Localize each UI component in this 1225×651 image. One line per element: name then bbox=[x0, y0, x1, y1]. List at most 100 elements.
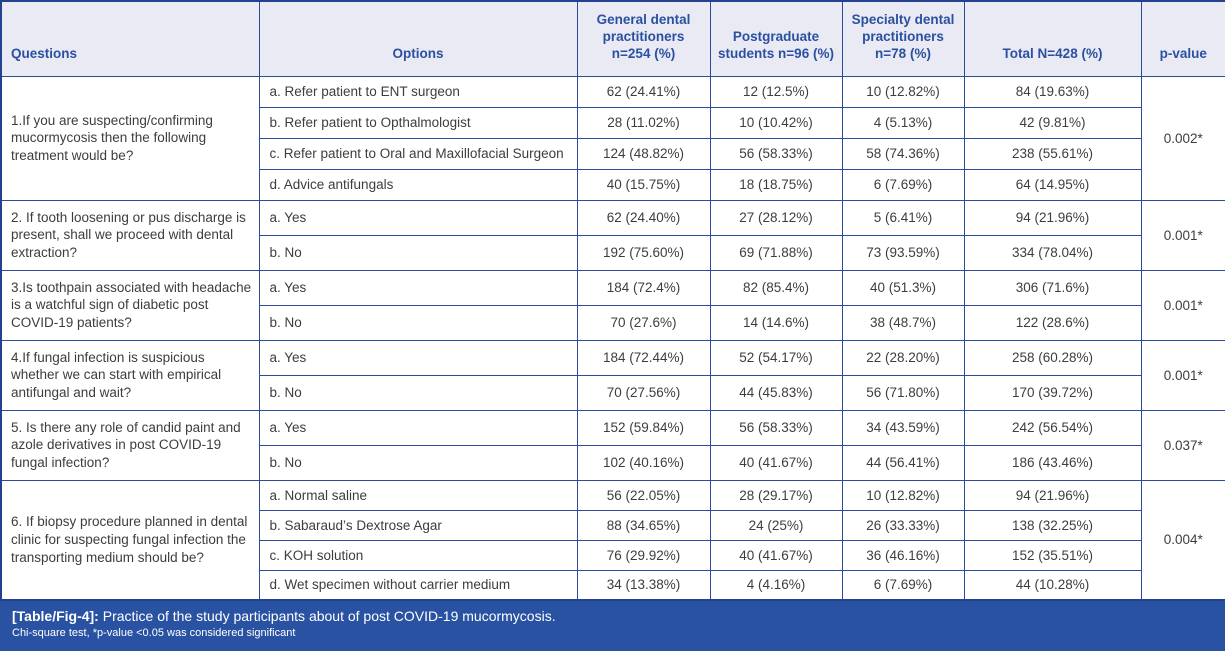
value-cell: 94 (21.96%) bbox=[963, 479, 1142, 511]
value-cell: 73 (93.59%) bbox=[841, 234, 965, 271]
value-cell: 12 (12.5%) bbox=[709, 75, 843, 108]
question-cell: 1.If you are suspecting/confirming mucor… bbox=[0, 75, 260, 201]
option-cell: a. Yes bbox=[258, 269, 578, 306]
p-value-cell: 0.001* bbox=[1140, 339, 1225, 411]
value-cell: 52 (54.17%) bbox=[709, 339, 843, 376]
question-cell: 4.If fungal infection is suspicious whet… bbox=[0, 339, 260, 411]
table-row: d. Wet specimen without carrier medium 34… bbox=[1, 569, 1225, 601]
value-cell: 40 (41.67%) bbox=[709, 539, 843, 571]
value-cell: 27 (28.12%) bbox=[709, 199, 843, 236]
value-cell: 42 (9.81%) bbox=[963, 106, 1142, 139]
option-cell: b. No bbox=[258, 234, 578, 271]
value-cell: 76 (29.92%) bbox=[576, 539, 711, 571]
value-cell: 238 (55.61%) bbox=[963, 137, 1142, 170]
table-row: b. No 102 (40.16%) 40 (41.67%) 44 (56.41%) 1… bbox=[1, 444, 1225, 481]
value-cell: 192 (75.60%) bbox=[576, 234, 711, 271]
option-cell: b. No bbox=[258, 444, 578, 481]
value-cell: 124 (48.82%) bbox=[576, 137, 711, 170]
value-cell: 88 (34.65%) bbox=[576, 509, 711, 541]
option-cell: b. Sabaraud’s Dextrose Agar bbox=[258, 509, 578, 541]
value-cell: 184 (72.44%) bbox=[576, 339, 711, 376]
p-value-cell: 0.004* bbox=[1140, 479, 1225, 601]
value-cell: 10 (10.42%) bbox=[709, 106, 843, 139]
value-cell: 26 (33.33%) bbox=[841, 509, 965, 541]
value-cell: 56 (71.80%) bbox=[841, 374, 965, 411]
value-cell: 40 (15.75%) bbox=[576, 168, 711, 201]
value-cell: 62 (24.40%) bbox=[576, 199, 711, 236]
value-cell: 334 (78.04%) bbox=[963, 234, 1142, 271]
table-row: b. Sabaraud’s Dextrose Agar 88 (34.65%) 24… bbox=[1, 509, 1225, 541]
option-cell: b. Refer patient to Opthalmologist bbox=[258, 106, 578, 139]
value-cell: 36 (46.16%) bbox=[841, 539, 965, 571]
value-cell: 94 (21.96%) bbox=[963, 199, 1142, 236]
value-cell: 6 (7.69%) bbox=[841, 569, 965, 601]
col-header-general-dental: General dental practitioners n=254 (%) bbox=[576, 0, 711, 77]
option-cell: b. No bbox=[258, 374, 578, 411]
table-row: 2. If tooth loosening or pus discharge i… bbox=[0, 199, 1225, 271]
question-cell: 5. Is there any role of candid paint and… bbox=[0, 409, 260, 481]
value-cell: 14 (14.6%) bbox=[709, 304, 843, 341]
col-header-total: Total N=428 (%) bbox=[963, 0, 1142, 77]
value-cell: 28 (11.02%) bbox=[576, 106, 711, 139]
option-cell: a. Yes bbox=[258, 409, 578, 446]
value-cell: 6 (7.69%) bbox=[841, 168, 965, 201]
table-row: 4.If fungal infection is suspicious whet… bbox=[0, 339, 1225, 411]
value-cell: 170 (39.72%) bbox=[963, 374, 1142, 411]
caption-text: Practice of the study participants about… bbox=[98, 608, 556, 624]
value-cell: 10 (12.82%) bbox=[841, 479, 965, 511]
practice-table: Questions Options General dental practit… bbox=[0, 0, 1225, 601]
option-cell: a. Yes bbox=[258, 339, 578, 376]
col-header-options: Options bbox=[258, 0, 578, 77]
value-cell: 4 (4.16%) bbox=[709, 569, 843, 601]
table-row: 6. If biopsy procedure planned in dental… bbox=[0, 479, 1225, 601]
value-cell: 22 (28.20%) bbox=[841, 339, 965, 376]
figure-label: [Table/Fig-4]: bbox=[12, 608, 99, 624]
table-caption-bar: [Table/Fig-4]: Practice of the study par… bbox=[0, 601, 1225, 651]
value-cell: 38 (48.7%) bbox=[841, 304, 965, 341]
value-cell: 62 (24.41%) bbox=[576, 75, 711, 108]
value-cell: 44 (45.83%) bbox=[709, 374, 843, 411]
col-header-postgraduate: Postgraduate students n=96 (%) bbox=[709, 0, 843, 77]
value-cell: 69 (71.88%) bbox=[709, 234, 843, 271]
value-cell: 56 (58.33%) bbox=[709, 409, 843, 446]
p-value-cell: 0.037* bbox=[1140, 409, 1225, 481]
value-cell: 152 (35.51%) bbox=[963, 539, 1142, 571]
question-cell: 6. If biopsy procedure planned in dental… bbox=[0, 479, 260, 601]
value-cell: 186 (43.46%) bbox=[963, 444, 1142, 481]
value-cell: 102 (40.16%) bbox=[576, 444, 711, 481]
p-value-cell: 0.001* bbox=[1140, 269, 1225, 341]
option-cell: a. Normal saline bbox=[258, 479, 578, 511]
col-header-specialty-dental: Specialty dental practitioners n=78 (%) bbox=[841, 0, 965, 77]
value-cell: 64 (14.95%) bbox=[963, 168, 1142, 201]
value-cell: 18 (18.75%) bbox=[709, 168, 843, 201]
value-cell: 40 (41.67%) bbox=[709, 444, 843, 481]
option-cell: d. Wet specimen without carrier medium bbox=[258, 569, 578, 601]
col-header-p-value: p-value bbox=[1140, 0, 1225, 77]
value-cell: 10 (12.82%) bbox=[841, 75, 965, 108]
value-cell: 56 (58.33%) bbox=[709, 137, 843, 170]
option-cell: d. Advice antifungals bbox=[258, 168, 578, 201]
value-cell: 258 (60.28%) bbox=[963, 339, 1142, 376]
table-footnote: Chi-square test, *p-value <0.05 was cons… bbox=[12, 626, 296, 639]
table-caption: [Table/Fig-4]: Practice of the study par… bbox=[12, 607, 1213, 626]
value-cell: 138 (32.25%) bbox=[963, 509, 1142, 541]
value-cell: 5 (6.41%) bbox=[841, 199, 965, 236]
question-cell: 2. If tooth loosening or pus discharge i… bbox=[0, 199, 260, 271]
option-cell: b. No bbox=[258, 304, 578, 341]
value-cell: 184 (72.4%) bbox=[576, 269, 711, 306]
value-cell: 70 (27.56%) bbox=[576, 374, 711, 411]
option-cell: c. KOH solution bbox=[258, 539, 578, 571]
table-row: b. No 192 (75.60%) 69 (71.88%) 73 (93.59%) 3… bbox=[1, 234, 1225, 271]
value-cell: 40 (51.3%) bbox=[841, 269, 965, 306]
table-row: 3.Is toothpain associated with headache … bbox=[0, 269, 1225, 341]
question-cell: 3.Is toothpain associated with headache … bbox=[0, 269, 260, 341]
value-cell: 58 (74.36%) bbox=[841, 137, 965, 170]
col-header-questions: Questions bbox=[0, 0, 260, 77]
table-row: d. Advice antifungals 40 (15.75%) 18 (18.7… bbox=[1, 168, 1225, 201]
value-cell: 82 (85.4%) bbox=[709, 269, 843, 306]
value-cell: 70 (27.6%) bbox=[576, 304, 711, 341]
value-cell: 24 (25%) bbox=[709, 509, 843, 541]
value-cell: 242 (56.54%) bbox=[963, 409, 1142, 446]
value-cell: 34 (13.38%) bbox=[576, 569, 711, 601]
